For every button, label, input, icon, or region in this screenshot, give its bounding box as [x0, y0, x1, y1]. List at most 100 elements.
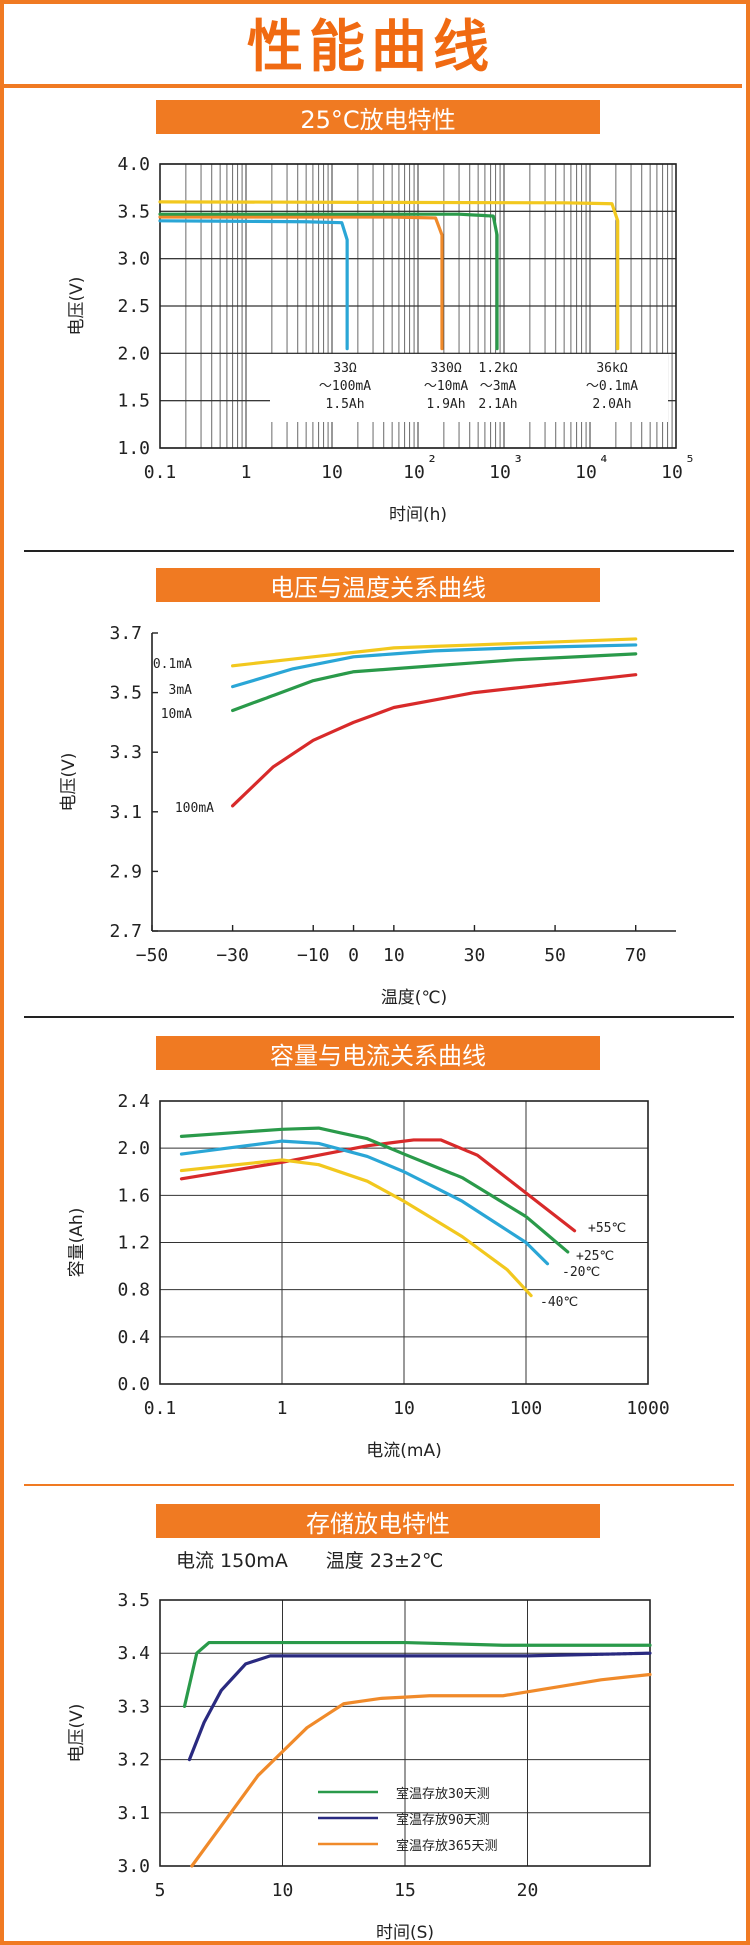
chart2-series-label-3: 10mA: [161, 707, 192, 722]
series-line-3: [179, 1139, 550, 1266]
divider-2: [24, 1016, 734, 1018]
x-tick-label: 70: [625, 945, 647, 966]
chart1-annotation-4: 2.0Ah: [592, 397, 631, 412]
x-tick-label: 10: [575, 462, 597, 483]
chart1-frame: [159, 163, 677, 449]
y-tick-label: 3.0: [117, 249, 150, 270]
chart2-xlabel: 温度(℃): [381, 988, 447, 1008]
chart3-series-label-4: -40℃: [540, 1295, 578, 1310]
divider-1: [24, 550, 734, 552]
x-tick-label: 10: [321, 462, 343, 483]
y-tick-label: 3.5: [117, 1590, 150, 1611]
chart3-frame: [159, 1100, 649, 1385]
x-tick-label: 0.1: [144, 462, 177, 483]
x-tick-exponent: ²: [427, 452, 438, 473]
chart1-title: 25°C放电特性: [156, 100, 600, 134]
divider-3: [24, 1484, 734, 1486]
x-tick-label: 0: [348, 945, 359, 966]
x-tick-label: −50: [136, 945, 169, 966]
chart4-xlabel: 时间(S): [376, 1923, 434, 1943]
chart2-series-label-1: 0.1mA: [153, 657, 192, 672]
series-line-1: [158, 219, 349, 351]
x-tick-label: 30: [464, 945, 486, 966]
x-tick-label: 1000: [626, 1398, 669, 1419]
y-tick-label: 1.5: [117, 391, 150, 412]
chart3-series-label-1: +55℃: [588, 1221, 626, 1236]
x-tick-label: 15: [394, 1880, 416, 1901]
x-tick-label: 10: [403, 462, 425, 483]
legend-label-2: 室温存放90天测: [396, 1812, 490, 1828]
y-tick-label: 3.5: [109, 683, 142, 704]
series-line-2: [158, 215, 444, 351]
y-tick-label: 2.0: [117, 343, 150, 364]
chart1-annotation-1: ～100mA: [319, 379, 371, 394]
y-tick-label: 2.9: [109, 861, 142, 882]
series-line-3: [231, 652, 638, 713]
chart2-title: 电压与温度关系曲线: [156, 568, 600, 602]
chart1-annotation-2: 1.9Ah: [426, 397, 465, 412]
y-tick-label: 2.0: [117, 1138, 150, 1159]
chart1-ylabel: 电压(V): [67, 277, 87, 336]
x-tick-label: 10: [661, 462, 683, 483]
x-tick-label: 1: [277, 1398, 288, 1419]
y-tick-label: 0.8: [117, 1280, 150, 1301]
y-tick-label: 1.2: [117, 1233, 150, 1254]
legend-label-1: 室温存放30天测: [396, 1786, 490, 1802]
chart1-annotation-3: ～3mA: [480, 379, 517, 394]
page-header: 性能曲线: [0, 0, 742, 88]
y-tick-label: 3.7: [109, 623, 142, 644]
chart3-series-label-2: +25℃: [576, 1249, 614, 1264]
x-tick-label: 5: [155, 1880, 166, 1901]
chart2-series-label-4: 100mA: [175, 801, 214, 816]
series-line-1: [182, 1640, 652, 1708]
series-line-3: [190, 1672, 652, 1868]
y-tick-label: 4.0: [117, 154, 150, 175]
x-tick-exponent: ⁴: [599, 452, 610, 473]
x-tick-label: 100: [510, 1398, 543, 1419]
y-tick-label: 1.0: [117, 438, 150, 459]
chart1-annotation-4: ～0.1mA: [586, 379, 638, 394]
chart1-annotation-2: ～10mA: [424, 379, 468, 394]
y-tick-label: 2.7: [109, 921, 142, 942]
chart1-xlabel: 时间(h): [389, 505, 447, 525]
chart4-ylabel: 电压(V): [67, 1704, 87, 1763]
chart3-plot: [159, 1100, 649, 1385]
chart1-annotation-3: 2.1Ah: [478, 397, 517, 412]
x-tick-label: 10: [272, 1880, 294, 1901]
x-tick-label: 20: [517, 1880, 539, 1901]
y-tick-label: 2.5: [117, 296, 150, 317]
chart4-frame: [159, 1599, 651, 1867]
x-tick-label: 0.1: [144, 1398, 177, 1419]
chart1-annotation-box: [270, 354, 668, 422]
y-tick-label: 2.4: [117, 1091, 150, 1112]
y-tick-label: 0.0: [117, 1374, 150, 1395]
chart4-title: 存储放电特性: [156, 1504, 600, 1538]
x-tick-label: 50: [544, 945, 566, 966]
chart1-annotation-4: 36kΩ: [596, 361, 627, 376]
y-tick-label: 3.1: [117, 1803, 150, 1824]
y-tick-label: 3.3: [109, 742, 142, 763]
series-line-2: [187, 1651, 652, 1762]
x-tick-label: 10: [489, 462, 511, 483]
x-tick-label: 10: [383, 945, 405, 966]
chart1-annotation-1: 1.5Ah: [325, 397, 364, 412]
y-tick-label: 3.5: [117, 201, 150, 222]
chart4-subtitle: 电流 150mA 温度 23±2℃: [176, 1550, 444, 1572]
chart4-plot: [159, 1599, 652, 1868]
x-tick-label: 1: [241, 462, 252, 483]
y-tick-label: 3.4: [117, 1643, 150, 1664]
y-tick-label: 0.4: [117, 1327, 150, 1348]
series-line-2: [179, 1126, 570, 1254]
x-tick-label: −30: [216, 945, 249, 966]
series-line-4: [231, 673, 638, 808]
x-tick-exponent: ³: [513, 452, 524, 473]
chart1-annotation-1: 33Ω: [333, 361, 357, 376]
x-tick-label: −10: [297, 945, 330, 966]
chart3-title: 容量与电流关系曲线: [156, 1036, 600, 1070]
chart1-annotation-2: 330Ω: [430, 361, 461, 376]
chart2-plot: [151, 632, 676, 932]
series-line-4: [158, 200, 620, 351]
series-line-4: [179, 1158, 533, 1298]
